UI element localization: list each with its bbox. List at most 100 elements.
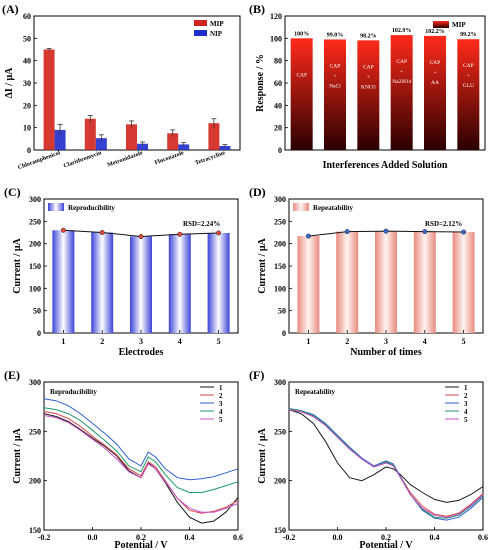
x-tick-label: 0.2 bbox=[381, 533, 391, 542]
x-tick-label: 5 bbox=[462, 337, 466, 346]
panel-label: (C) bbox=[4, 185, 21, 199]
bar-nip bbox=[137, 143, 148, 150]
y-axis-label: Current / μA bbox=[12, 237, 23, 293]
bar-nip bbox=[54, 129, 66, 150]
y-tick-label: 250 bbox=[274, 427, 286, 436]
y-tick-label: 10 bbox=[23, 124, 31, 133]
bar-response bbox=[457, 39, 480, 150]
y-tick-label: 20 bbox=[274, 124, 282, 133]
data-label: 102.2% bbox=[425, 29, 445, 35]
legend-label-4: 4 bbox=[464, 408, 468, 416]
panel-e: (E) 150 200 250 300 Current / μA -0.2 0.0 0.2 0.4… bbox=[0, 366, 245, 550]
legend-swatch bbox=[293, 203, 309, 211]
legend-label-1: 1 bbox=[219, 384, 223, 392]
y-tick-label: 200 bbox=[29, 477, 41, 486]
y-tick-label: 200 bbox=[274, 477, 286, 486]
legend-label: Reproducibility bbox=[68, 204, 115, 212]
y-axis-label: Current / μA bbox=[257, 427, 268, 483]
bar-current bbox=[168, 234, 191, 333]
x-tick-label: Tetracycline bbox=[194, 150, 226, 167]
y-tick-label: 100 bbox=[274, 284, 286, 293]
x-tick-label: Metronidazole bbox=[107, 150, 144, 168]
bar-inner-label: + bbox=[333, 73, 336, 79]
rsd-annotation: RSD=2.24% bbox=[183, 220, 220, 228]
y-axis-label: Current / μA bbox=[12, 427, 23, 483]
panel-label: (F) bbox=[249, 368, 264, 382]
bar-current bbox=[52, 230, 75, 333]
bar-response bbox=[424, 35, 446, 151]
bar-inner-label: Na2SO4 bbox=[392, 79, 411, 85]
x-axis-label: Interferences Added Solution bbox=[323, 160, 448, 171]
x-tick-label: 0.4 bbox=[185, 533, 195, 542]
rsd-annotation: RSD=2.12% bbox=[425, 220, 462, 228]
x-tick-label: 0.4 bbox=[430, 533, 440, 542]
curve-3 bbox=[43, 398, 239, 481]
y-tick-label: 300 bbox=[274, 378, 286, 387]
y-axis-label: Response / % bbox=[255, 54, 266, 112]
y-tick-label: 200 bbox=[274, 240, 286, 249]
y-tick-label: 200 bbox=[29, 240, 41, 249]
y-tick-label: 100 bbox=[29, 284, 41, 293]
curve-5 bbox=[288, 409, 484, 518]
bar-current bbox=[452, 232, 475, 333]
bar-inner-label: CAP bbox=[430, 60, 441, 66]
mean-marker bbox=[138, 234, 144, 239]
x-tick-label: 5 bbox=[217, 337, 221, 346]
bar-current bbox=[91, 232, 114, 333]
bar-inner-label: NaCl bbox=[329, 83, 341, 89]
bar-response bbox=[290, 38, 313, 151]
mean-marker bbox=[305, 233, 311, 239]
legend-label-5: 5 bbox=[464, 416, 468, 424]
legend-label-4: 4 bbox=[219, 408, 223, 416]
bar-current bbox=[297, 236, 320, 333]
chart-a-svg: (A) 0 10 20 30 40 50 60 ΔI / μA Chloramphenicol Cl… bbox=[2, 2, 241, 171]
bar-current bbox=[336, 231, 359, 333]
legend-label-5: 5 bbox=[219, 416, 223, 424]
bar-inner-label: + bbox=[400, 69, 403, 75]
data-label: 98.2% bbox=[360, 33, 377, 39]
plot-frame bbox=[43, 381, 239, 531]
legend-label-mip: MIP bbox=[452, 21, 466, 29]
data-label: 99.0% bbox=[327, 32, 344, 38]
panel-c: (C) 0 50 100 150 200 250 300 Current / μA 1 2 3 4 5 El… bbox=[0, 183, 245, 366]
y-tick-label: 120 bbox=[270, 12, 282, 21]
chart-f-svg: (F) 150 200 250 300 Current / μA -0.2 0.0 0.2 0.4… bbox=[249, 368, 488, 550]
x-tick-label: 0.6 bbox=[478, 533, 488, 542]
bar-inner-label: CAP bbox=[296, 72, 307, 78]
legend-label-1: 1 bbox=[464, 384, 468, 392]
bar-nip bbox=[178, 144, 190, 150]
bar-inner-label: AA bbox=[431, 80, 439, 86]
panel-label: (B) bbox=[249, 2, 265, 16]
x-tick-label: Chloramphenicol bbox=[17, 150, 61, 171]
x-tick-label: 1 bbox=[306, 337, 310, 346]
bar-current bbox=[413, 231, 436, 333]
x-tick-label: 4 bbox=[423, 337, 427, 346]
x-tick-label: 1 bbox=[61, 337, 65, 346]
bar-nip bbox=[219, 145, 231, 150]
x-tick-label: -0.2 bbox=[38, 533, 51, 542]
panel-a: (A) 0 10 20 30 40 50 60 ΔI / μA Chloramphenicol Cl… bbox=[0, 0, 245, 183]
bar-mip bbox=[84, 118, 96, 150]
legend-swatch-mip bbox=[433, 21, 449, 28]
y-tick-label: 20 bbox=[23, 101, 31, 110]
x-axis-label: Electrodes bbox=[119, 347, 164, 358]
bar-nip bbox=[95, 138, 107, 150]
panel-d: (D) 0 50 100 150 200 250 300 Current / μA 1 2 3 4 5 Nu… bbox=[245, 183, 489, 366]
x-tick-label: 3 bbox=[139, 337, 143, 346]
x-tick-label: 2 bbox=[100, 337, 104, 346]
mean-marker bbox=[177, 231, 183, 237]
bar-inner-label: + bbox=[433, 70, 436, 76]
bar-inner-label: + bbox=[467, 73, 470, 79]
y-tick-label: 30 bbox=[23, 79, 31, 88]
x-tick-label: -0.2 bbox=[283, 533, 296, 542]
x-axis-label: Number of times bbox=[350, 347, 422, 358]
chart-c-svg: (C) 0 50 100 150 200 250 300 Current / μA 1 2 3 4 5 El… bbox=[4, 185, 239, 358]
bar-inner-label: CAP bbox=[396, 59, 407, 65]
curve-1 bbox=[288, 409, 484, 503]
bar-inner-label: + bbox=[367, 74, 370, 80]
panel-label: (A) bbox=[2, 2, 19, 16]
y-tick-label: 0 bbox=[278, 146, 282, 155]
mean-marker bbox=[216, 230, 222, 236]
y-tick-label: 300 bbox=[274, 195, 286, 204]
panel-f: (F) 150 200 250 300 Current / μA -0.2 0.0 0.2 0.4… bbox=[245, 366, 489, 550]
